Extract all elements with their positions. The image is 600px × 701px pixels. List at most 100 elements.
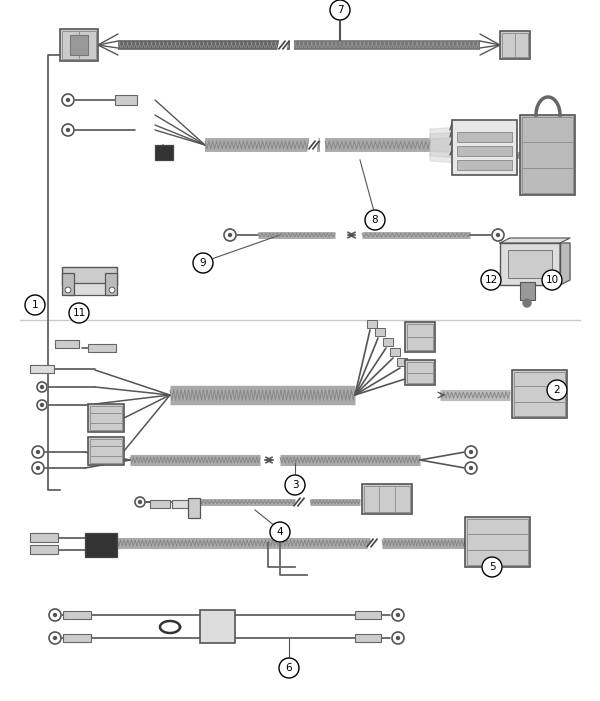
Text: 11: 11 [73, 308, 86, 318]
Circle shape [37, 451, 40, 454]
Bar [60, 29, 98, 61]
Circle shape [193, 253, 213, 273]
Bar [70, 35, 88, 55]
Circle shape [41, 386, 44, 388]
Circle shape [229, 233, 232, 236]
Bar [88, 437, 124, 465]
Circle shape [481, 270, 501, 290]
Circle shape [365, 210, 385, 230]
Bar [200, 610, 235, 643]
Bar [514, 372, 565, 416]
Bar [405, 322, 435, 352]
Circle shape [67, 128, 70, 132]
Bar [457, 160, 512, 170]
Bar [115, 95, 137, 105]
Circle shape [492, 229, 504, 241]
Bar [90, 439, 122, 463]
Circle shape [523, 299, 531, 307]
Circle shape [65, 287, 71, 293]
Bar [397, 358, 407, 366]
Bar [30, 545, 58, 554]
Bar [457, 132, 512, 142]
Circle shape [470, 466, 473, 470]
Circle shape [69, 303, 89, 323]
Circle shape [53, 613, 56, 616]
Bar [172, 500, 188, 508]
Circle shape [497, 233, 499, 236]
Polygon shape [278, 40, 288, 50]
Circle shape [542, 270, 562, 290]
Text: 7: 7 [337, 5, 343, 15]
Circle shape [224, 229, 236, 241]
Bar [405, 368, 415, 376]
Text: 3: 3 [292, 480, 298, 490]
Bar [63, 611, 91, 619]
Bar [375, 328, 385, 336]
Bar [85, 533, 117, 557]
Circle shape [41, 404, 44, 407]
Bar [364, 486, 410, 512]
Bar [150, 500, 170, 508]
Circle shape [465, 462, 477, 474]
Bar [62, 267, 117, 285]
Bar [457, 146, 512, 156]
Circle shape [135, 497, 145, 507]
Circle shape [392, 632, 404, 644]
Bar [88, 344, 116, 352]
Bar [30, 533, 58, 542]
Circle shape [67, 99, 70, 102]
Circle shape [37, 382, 47, 392]
Circle shape [32, 462, 44, 474]
Bar [67, 283, 112, 295]
Circle shape [139, 501, 142, 503]
Polygon shape [308, 138, 318, 152]
Bar [155, 145, 173, 160]
Bar [383, 338, 393, 346]
Text: 9: 9 [200, 258, 206, 268]
Bar [522, 117, 573, 193]
Text: 8: 8 [371, 215, 379, 225]
Text: 1: 1 [32, 300, 38, 310]
Circle shape [547, 380, 567, 400]
Bar [105, 273, 117, 295]
Bar [465, 517, 530, 567]
Circle shape [109, 287, 115, 293]
Polygon shape [430, 127, 460, 163]
Circle shape [465, 446, 477, 458]
Bar [367, 320, 377, 328]
Circle shape [49, 632, 61, 644]
Circle shape [32, 446, 44, 458]
Bar [407, 362, 433, 383]
Text: 6: 6 [286, 663, 292, 673]
Circle shape [270, 522, 290, 542]
Bar [63, 634, 91, 642]
Bar [452, 120, 517, 175]
Bar [520, 115, 575, 195]
Circle shape [25, 295, 45, 315]
Bar [508, 250, 552, 278]
Circle shape [279, 658, 299, 678]
Text: 12: 12 [484, 275, 497, 285]
Bar [55, 340, 79, 348]
Circle shape [470, 451, 473, 454]
Bar [88, 404, 124, 432]
Bar [188, 498, 200, 518]
Bar [90, 406, 122, 430]
Bar [355, 634, 381, 642]
Circle shape [397, 637, 400, 639]
Circle shape [482, 557, 502, 577]
Bar [62, 31, 96, 59]
Polygon shape [500, 238, 570, 243]
Bar [407, 324, 433, 350]
Circle shape [37, 466, 40, 470]
Circle shape [397, 613, 400, 616]
Circle shape [330, 0, 350, 20]
Bar [30, 365, 54, 373]
Polygon shape [560, 243, 570, 285]
Circle shape [62, 124, 74, 136]
Bar [362, 484, 412, 514]
Bar [467, 519, 528, 565]
Text: 2: 2 [554, 385, 560, 395]
Circle shape [37, 400, 47, 410]
Bar [405, 360, 435, 385]
